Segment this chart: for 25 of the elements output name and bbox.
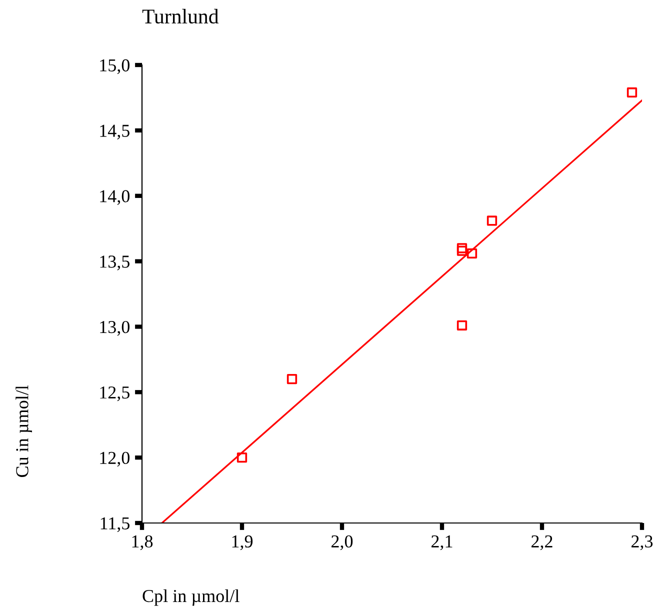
y-tick-label: 13,5 — [100, 256, 130, 270]
x-tick-label: 1,9 — [232, 535, 253, 550]
point — [456, 320, 468, 330]
y-tick-label: 12,5 — [100, 386, 130, 402]
point — [486, 216, 498, 226]
y-tick-label: 15,0 — [100, 59, 130, 74]
point — [286, 374, 298, 384]
x-tick-label: 2,0 — [332, 535, 353, 550]
y-tick-label: 11,5 — [100, 517, 130, 532]
y-axis-title: Cu in µmol/l — [16, 385, 32, 477]
x-tick-label: 1,8 — [132, 535, 153, 550]
y-tick-label: 12,0 — [100, 452, 130, 467]
chart-title: Turnlund — [142, 8, 219, 24]
y-tick-label: 14,5 — [100, 124, 130, 140]
x-axis-title: Cpl in µmol/l — [142, 589, 240, 606]
point — [236, 452, 248, 463]
x-tick-label: 2,2 — [532, 535, 552, 550]
point — [626, 87, 638, 98]
x-tick-label: 2,3 — [632, 535, 653, 550]
y-tick-label: 13,0 — [100, 320, 130, 336]
y-tick-label: 14,0 — [100, 190, 130, 205]
x-tick-label: 2,1 — [432, 535, 452, 550]
point — [466, 248, 478, 259]
point — [456, 246, 468, 256]
point — [456, 243, 468, 254]
